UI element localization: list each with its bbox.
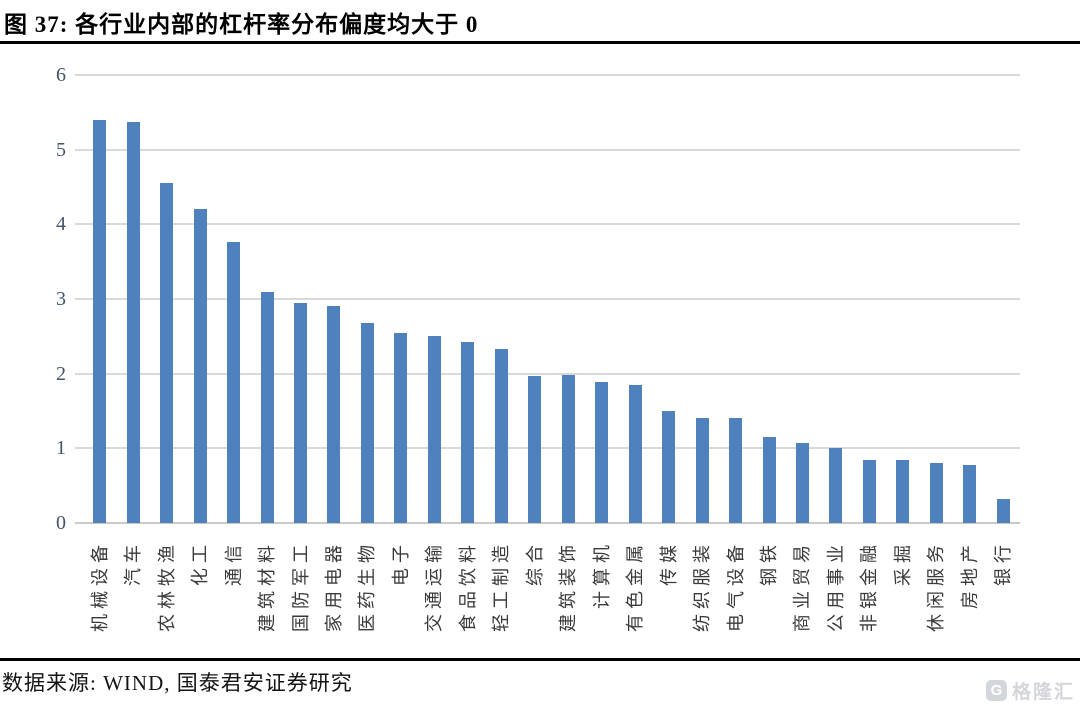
bar: [595, 381, 609, 523]
x-axis-label: 建筑装饰: [558, 540, 579, 632]
gelonghui-logo-text: 格隆汇: [1011, 682, 1075, 703]
bar: [628, 384, 642, 523]
bar: [695, 417, 709, 523]
gridline: [75, 447, 1020, 450]
x-axis-label: 商业贸易: [792, 540, 813, 632]
footer-rule: [0, 658, 1080, 661]
x-axis-label: 有色金属: [625, 540, 646, 632]
x-axis-label: 医药生物: [357, 540, 378, 632]
x-axis-label: 综合: [524, 540, 545, 586]
x-axis-label: 非银金融: [859, 540, 880, 632]
y-tick-label: 3: [56, 288, 66, 310]
x-axis-label: 银行: [993, 540, 1014, 586]
bar: [360, 322, 374, 523]
x-axis-label: 钢铁: [759, 540, 780, 586]
bar: [93, 119, 107, 523]
y-tick-label: 1: [56, 437, 66, 460]
bar: [327, 305, 341, 523]
x-axis-label: 休闲服务: [926, 540, 947, 632]
x-axis-label: 计算机: [591, 540, 612, 609]
y-tick-label: 0: [56, 512, 66, 534]
bar: [963, 464, 977, 523]
bar: [227, 241, 241, 523]
gridline: [75, 223, 1020, 226]
figure-title: 图 37: 各行业内部的杠杆率分布偏度均大于 0: [4, 12, 479, 37]
gelonghui-watermark: G 格隆汇: [985, 677, 1075, 704]
bar: [829, 448, 843, 523]
bar: [729, 417, 743, 523]
bar: [126, 122, 140, 523]
bar: [294, 303, 308, 523]
x-axis-label: 电气设备: [725, 540, 746, 632]
data-source-text: 数据来源: WIND, 国泰君安证券研究: [2, 671, 353, 695]
bar: [561, 375, 575, 523]
x-axis-label: 食品饮料: [457, 540, 478, 632]
x-axis-label: 轻工制造: [491, 540, 512, 632]
y-tick-label: 2: [56, 362, 66, 385]
x-axis-label: 电子: [390, 540, 411, 586]
x-axis-label: 家用电器: [323, 540, 344, 632]
bar: [929, 462, 943, 523]
x-axis-label: 纺织服装: [692, 540, 713, 632]
bar: [862, 460, 876, 523]
bar: [494, 349, 508, 523]
bar: [160, 183, 174, 523]
gelonghui-logo-icon: G: [985, 680, 1007, 701]
bar: [528, 375, 542, 523]
bar: [260, 292, 274, 523]
gridline: [75, 74, 1020, 76]
plot-area: [75, 74, 1020, 524]
bar: [461, 342, 475, 523]
y-tick-label: 6: [56, 64, 66, 86]
x-axis-label: 通信: [223, 540, 244, 586]
bar: [896, 460, 910, 523]
x-axis-label: 国防军工: [290, 540, 311, 632]
x-axis-label: 机械设备: [89, 540, 110, 632]
x-axis-label: 交通运输: [424, 540, 445, 632]
bar-chart: 0 1 2 3 4 5 6 机械设备 汽车 农林牧渔 化工 通信 建筑材料 国防军工 家用电器 医药生物 电子…: [0, 50, 1080, 655]
bar: [762, 437, 776, 523]
y-tick-label: 5: [56, 138, 66, 161]
bar: [795, 443, 809, 523]
x-axis-line: [75, 522, 1020, 524]
x-axis-label: 汽车: [123, 540, 144, 586]
x-axis-label: 公用事业: [825, 540, 846, 632]
x-axis-label: 采掘: [892, 540, 913, 586]
gridline: [75, 298, 1020, 300]
title-rule: [0, 41, 1080, 44]
x-axis-label: 建筑材料: [257, 540, 278, 632]
y-tick-label: 4: [56, 213, 66, 236]
x-axis-label: 农林牧渔: [156, 540, 177, 632]
x-axis-label: 化工: [190, 540, 211, 586]
bar: [996, 499, 1010, 523]
x-axis-label: 房地产: [959, 540, 980, 609]
bar: [427, 336, 441, 523]
bar: [394, 333, 408, 523]
gridline: [75, 148, 1020, 151]
x-axis-label: 传媒: [658, 540, 679, 586]
gridline: [75, 372, 1020, 375]
bar: [193, 209, 207, 523]
bar: [662, 411, 676, 523]
